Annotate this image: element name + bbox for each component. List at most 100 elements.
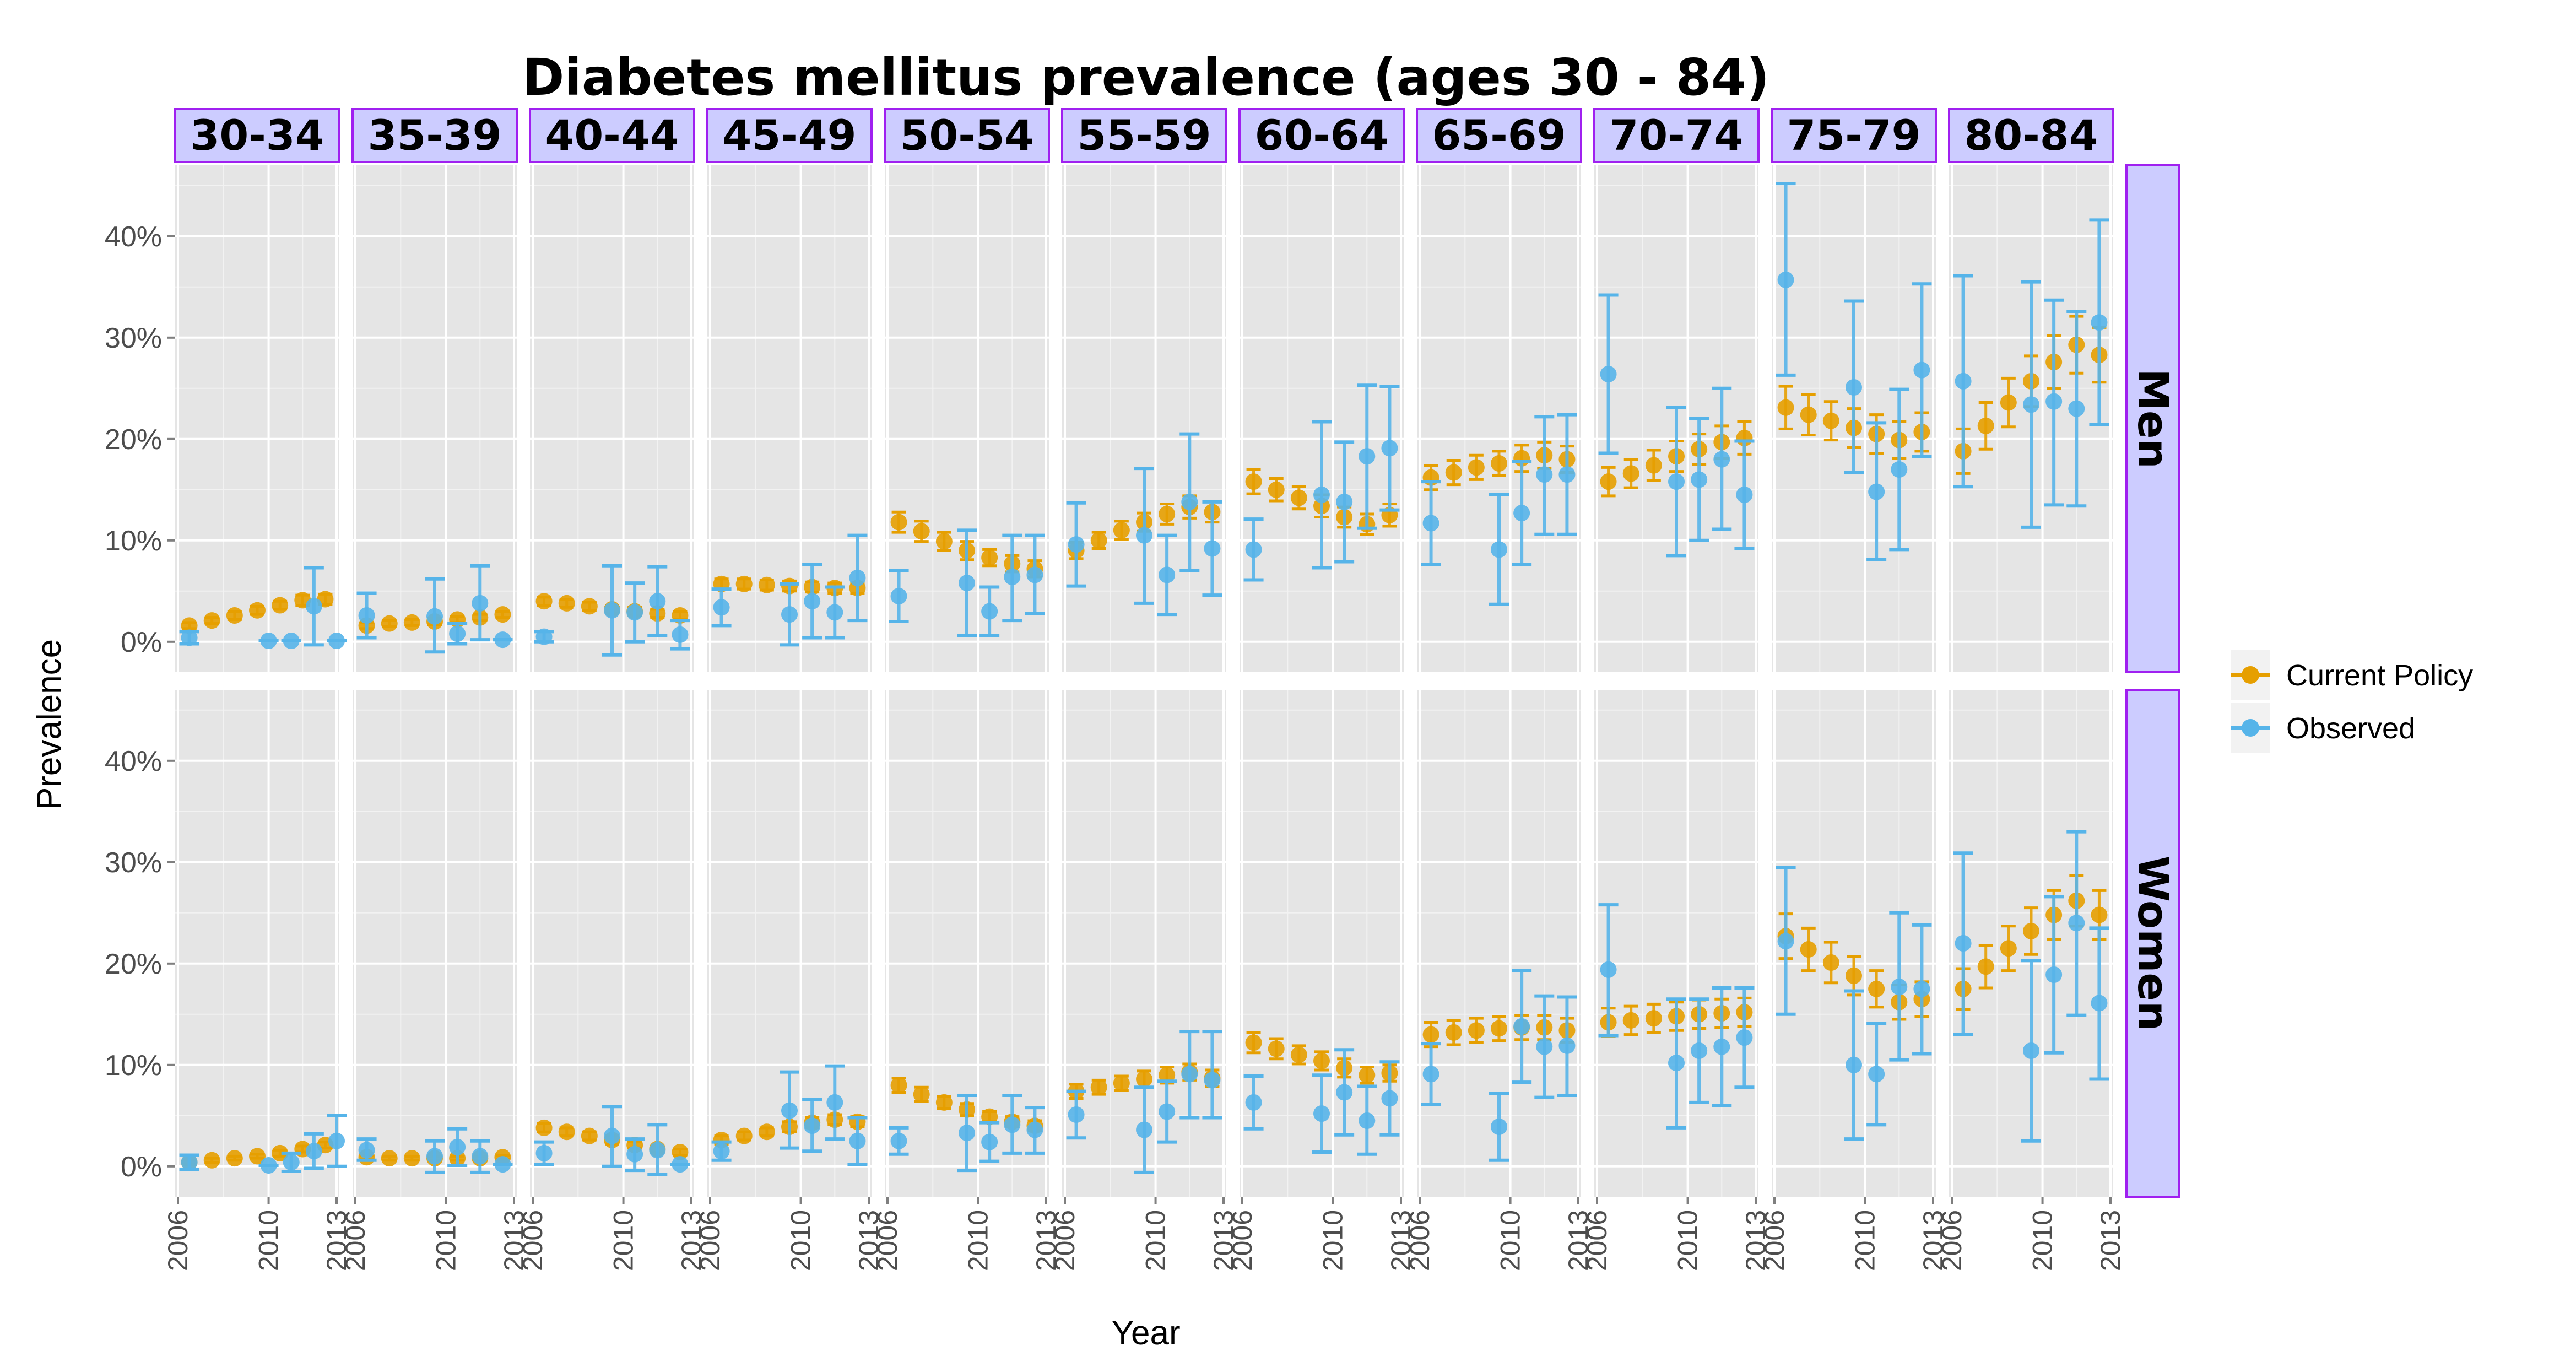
- point-current: [1159, 505, 1176, 522]
- point-observed: [1381, 440, 1398, 457]
- row-strip-label-women: Women: [2129, 856, 2178, 1031]
- point-observed: [713, 1143, 730, 1160]
- point-observed: [1336, 1084, 1353, 1101]
- point-observed: [535, 1144, 553, 1161]
- strip-50-54: [884, 108, 1050, 163]
- x-tick-label: 2013: [1208, 1210, 1239, 1271]
- point-current: [1113, 522, 1130, 539]
- point-observed: [328, 1132, 345, 1149]
- point-current: [535, 1119, 553, 1136]
- legend-label-current-policy: Current Policy: [2286, 659, 2473, 692]
- point-current: [581, 598, 598, 615]
- point-current: [890, 514, 907, 531]
- x-tick-label: 2006: [517, 1210, 548, 1271]
- point-current: [1600, 473, 1617, 490]
- point-observed: [649, 593, 666, 610]
- y-tick-label: 30%: [105, 847, 162, 879]
- point-current: [558, 1123, 575, 1141]
- point-observed: [1713, 1038, 1730, 1055]
- point-observed: [1868, 483, 1885, 500]
- point-observed: [1713, 451, 1730, 468]
- y-tick-label: 10%: [105, 1050, 162, 1082]
- point-observed: [494, 1156, 511, 1173]
- point-observed: [1913, 361, 1930, 379]
- point-current: [1445, 464, 1462, 481]
- point-current: [1290, 1046, 1307, 1063]
- y-tick-label: 30%: [105, 322, 162, 354]
- point-current: [1159, 1067, 1176, 1084]
- point-current: [1245, 473, 1262, 490]
- strip-45-49: [706, 108, 873, 163]
- point-current: [226, 1150, 243, 1167]
- x-tick-label: 2006: [1404, 1210, 1435, 1271]
- point-current: [735, 1127, 753, 1144]
- point-observed: [426, 1148, 443, 1165]
- point-observed: [1245, 541, 1262, 558]
- point-current: [2000, 940, 2017, 957]
- y-tick-label: 0%: [121, 1151, 162, 1183]
- point-observed: [181, 1154, 198, 1171]
- point-observed: [1913, 980, 1930, 997]
- point-current: [1290, 489, 1307, 506]
- point-observed: [1513, 1018, 1530, 1035]
- point-current: [181, 617, 198, 634]
- point-observed: [713, 599, 730, 616]
- x-tick-label: 2010: [1673, 1210, 1703, 1271]
- point-observed: [1777, 933, 1794, 950]
- point-observed: [1600, 961, 1617, 978]
- strip-label-30-34: 30-34: [190, 111, 324, 160]
- point-observed: [1691, 471, 1708, 488]
- panel-bg-women-30-34: [175, 690, 339, 1197]
- point-observed: [626, 604, 643, 621]
- point-observed: [649, 1142, 666, 1159]
- strip-label-40-44: 40-44: [545, 111, 679, 160]
- point-observed: [1136, 527, 1152, 544]
- row-strip-women: [2125, 689, 2180, 1198]
- y-tick-label: 40%: [105, 221, 162, 253]
- point-current: [913, 1086, 930, 1103]
- point-current: [1359, 1067, 1376, 1084]
- point-current: [203, 612, 220, 629]
- point-current: [272, 597, 289, 614]
- x-tick-label: 2006: [1759, 1210, 1790, 1271]
- point-current: [1445, 1024, 1462, 1041]
- point-observed: [283, 1154, 300, 1171]
- legend-point-observed: [2242, 719, 2259, 737]
- point-current: [494, 606, 511, 623]
- point-current: [890, 1077, 907, 1094]
- x-tick-label: 2013: [1386, 1210, 1416, 1271]
- point-observed: [1159, 566, 1176, 583]
- point-current: [272, 1144, 289, 1161]
- point-current: [1822, 412, 1839, 429]
- strip-30-34: [174, 108, 340, 163]
- panels-layer: 30-340%10%20%30%40%0%10%20%30%40%2006 201…: [105, 108, 2180, 1271]
- point-observed: [1204, 540, 1221, 557]
- x-tick-label: 2013: [1740, 1210, 1771, 1271]
- x-tick-label: 2013: [676, 1210, 707, 1271]
- x-tick-label: 2010: [1850, 1210, 1881, 1271]
- point-current: [758, 1123, 775, 1141]
- point-observed: [1955, 935, 1972, 952]
- point-observed: [2068, 915, 2085, 932]
- x-tick-label: 2010: [1495, 1210, 1526, 1271]
- x-tick-label: 2006: [872, 1210, 903, 1271]
- point-current: [1468, 1022, 1485, 1039]
- strip-35-39: [351, 108, 518, 163]
- point-observed: [1668, 1055, 1685, 1072]
- x-tick-label: 2010: [786, 1210, 816, 1271]
- legend-point-current-policy: [2242, 666, 2259, 684]
- x-tick-label: 2006: [1049, 1210, 1080, 1271]
- strip-label-65-69: 65-69: [1432, 111, 1566, 160]
- legend-label-observed: Observed: [2286, 712, 2415, 745]
- point-observed: [305, 1143, 322, 1160]
- point-current: [1622, 465, 1639, 482]
- point-observed: [1313, 487, 1330, 503]
- chart-title: Diabetes mellitus prevalence (ages 30 - …: [522, 48, 1769, 107]
- point-observed: [535, 628, 553, 645]
- x-tick-label: 2013: [853, 1210, 884, 1271]
- point-observed: [1491, 541, 1507, 558]
- point-observed: [2045, 966, 2063, 984]
- panel-bg-men-30-34: [175, 165, 339, 672]
- point-observed: [1359, 448, 1376, 465]
- x-tick-label: 2010: [963, 1210, 994, 1271]
